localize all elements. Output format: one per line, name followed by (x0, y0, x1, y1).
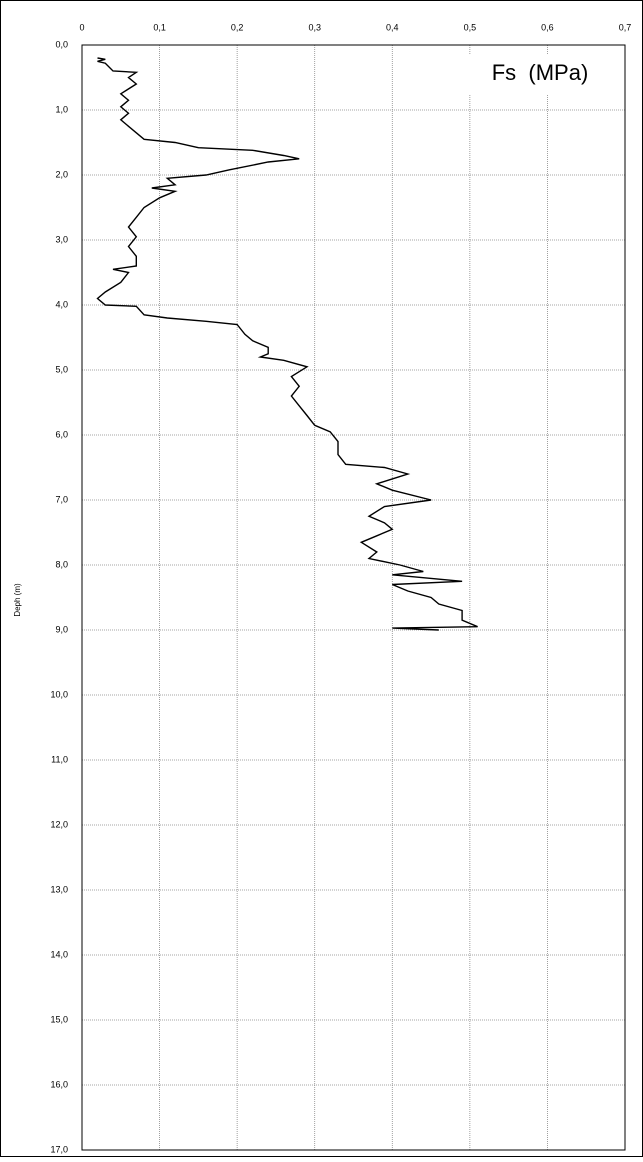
y-tick-label: 7,0 (55, 494, 68, 504)
y-tick-label: 1,0 (55, 104, 68, 114)
x-tick-label: 0,1 (153, 22, 166, 32)
x-tick-label: 0 (79, 22, 84, 32)
y-tick-label: 6,0 (55, 429, 68, 439)
y-tick-label: 12,0 (50, 819, 68, 829)
y-axis-label: Deph (m) (13, 583, 22, 617)
y-tick-label: 13,0 (50, 884, 68, 894)
y-tick-label: 11,0 (51, 754, 68, 764)
x-tick-label: 0,6 (541, 22, 554, 32)
annotation: Fs (MPa) (492, 60, 589, 85)
y-tick-label: 14,0 (50, 949, 68, 959)
y-tick-label: 5,0 (55, 364, 68, 374)
y-tick-label: 10,0 (50, 689, 68, 699)
x-tick-label: 0,5 (464, 22, 477, 32)
plot-area (81, 44, 626, 1151)
y-tick-label: 0,0 (55, 39, 68, 49)
x-tick-label: 0,2 (231, 22, 244, 32)
y-tick-label: 4,0 (55, 299, 68, 309)
data-line (96, 57, 478, 631)
annotation-box (462, 55, 622, 95)
x-tick-label: 0,7 (619, 22, 632, 32)
y-tick-label: 16,0 (50, 1079, 68, 1089)
y-tick-label: 9,0 (55, 624, 68, 634)
x-tick-label: 0,3 (308, 22, 321, 32)
y-tick-label: 2,0 (55, 169, 68, 179)
y-tick-label: 15,0 (50, 1014, 68, 1024)
y-tick-label: 17,0 (50, 1144, 68, 1154)
x-tick-label: 0,4 (386, 22, 399, 32)
y-tick-label: 3,0 (55, 234, 68, 244)
y-tick-label: 8,0 (55, 559, 68, 569)
